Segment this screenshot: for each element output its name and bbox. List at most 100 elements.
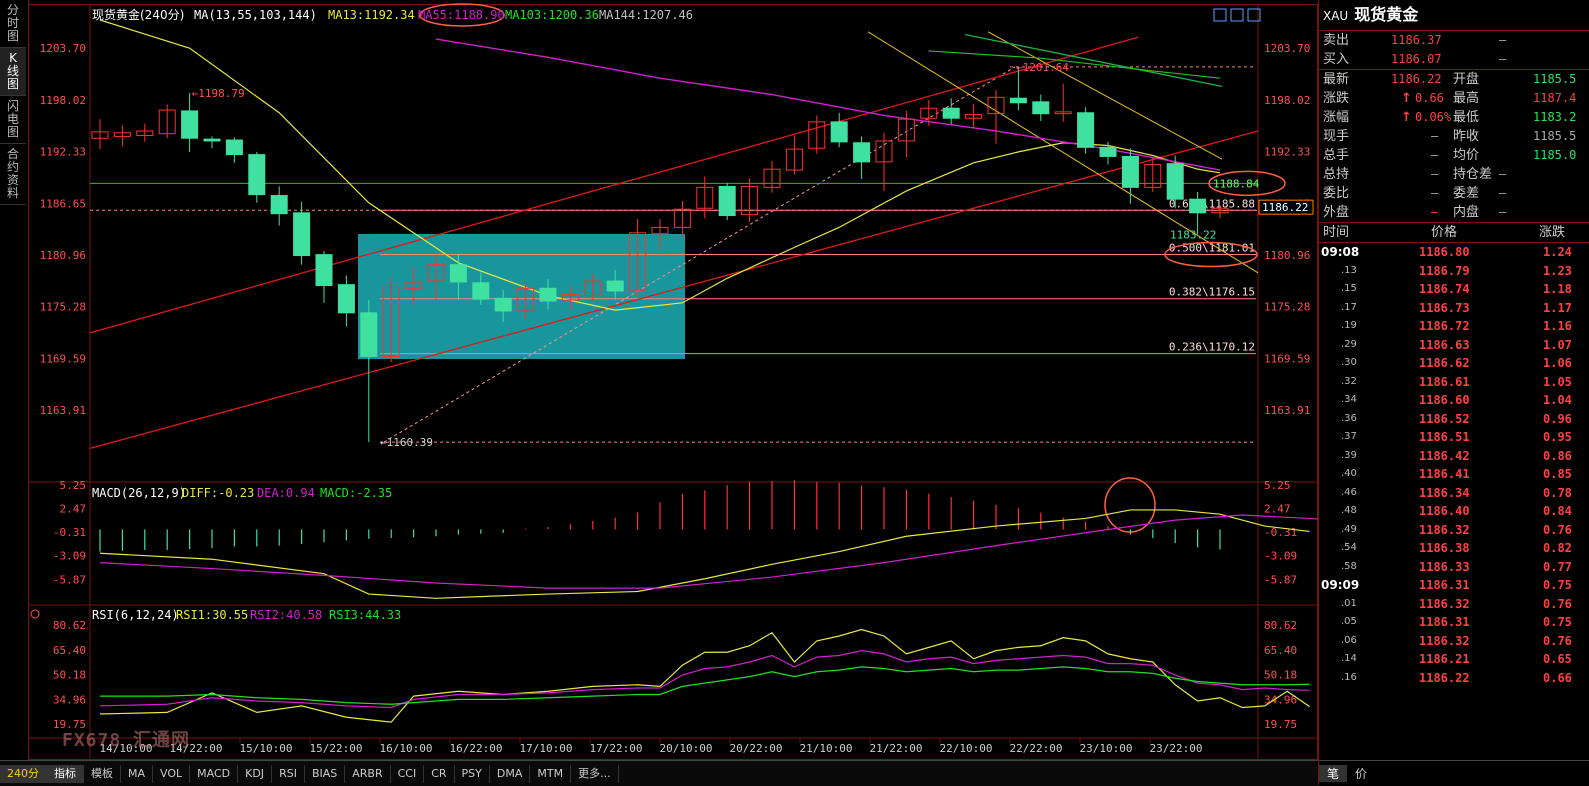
window-button-a[interactable] bbox=[1213, 8, 1227, 22]
tick-change: 0.76 bbox=[1543, 596, 1572, 611]
candle-down[interactable] bbox=[1009, 97, 1027, 104]
candle-up[interactable] bbox=[920, 107, 938, 119]
period-label[interactable]: 240分 bbox=[0, 764, 47, 783]
quote-foot-tab[interactable]: 价 bbox=[1355, 767, 1368, 781]
candle-down[interactable] bbox=[1032, 101, 1050, 115]
ma144-readout: MA144:1207.46 bbox=[599, 8, 693, 22]
macd-tick-left: -3.09 bbox=[53, 550, 86, 563]
indicator-tab-bias[interactable]: BIAS bbox=[305, 764, 346, 783]
candle-up[interactable] bbox=[785, 148, 803, 171]
candle-down[interactable] bbox=[718, 185, 736, 217]
indicator-tab-[interactable]: 指标 bbox=[47, 764, 84, 783]
candle-down[interactable] bbox=[830, 121, 848, 143]
channel-lower-line bbox=[89, 130, 1259, 449]
tick-row: .46 1186.34 0.78 bbox=[1319, 484, 1589, 503]
indicator-tab-dma[interactable]: DMA bbox=[490, 764, 531, 783]
indicator-tab-ma[interactable]: MA bbox=[121, 764, 154, 783]
date-label: 14/22:00 bbox=[170, 742, 223, 755]
candle-up[interactable] bbox=[987, 96, 1005, 115]
candle-down[interactable] bbox=[203, 138, 221, 142]
fib-label: 0.500\1181.01 bbox=[1169, 242, 1255, 255]
candle-down[interactable] bbox=[337, 284, 355, 314]
candle-up[interactable] bbox=[405, 281, 423, 289]
candle-up[interactable] bbox=[1211, 207, 1229, 214]
candle-up[interactable] bbox=[427, 264, 445, 282]
indicator-tab-vol[interactable]: VOL bbox=[153, 764, 191, 783]
candle-up[interactable] bbox=[91, 131, 109, 139]
indicator-tab-[interactable]: 更多... bbox=[571, 764, 619, 783]
indicator-tab-macd[interactable]: MACD bbox=[190, 764, 239, 783]
candle-up[interactable] bbox=[808, 121, 826, 149]
candle-down[interactable] bbox=[360, 312, 378, 358]
tick-change: 0.75 bbox=[1543, 578, 1572, 592]
candle-down[interactable] bbox=[853, 142, 871, 163]
side-tab-0[interactable]: 分 时 图 bbox=[0, 0, 26, 48]
quote-foot-tab[interactable]: 笔 bbox=[1319, 765, 1348, 782]
price-tick-left: 1203.70 bbox=[40, 42, 86, 55]
candle-down[interactable] bbox=[1189, 198, 1207, 214]
date-label: 20/10:00 bbox=[660, 742, 713, 755]
tick-row: .06 1186.32 0.76 bbox=[1319, 632, 1589, 651]
candle-up[interactable] bbox=[158, 109, 176, 135]
candle-up[interactable] bbox=[965, 114, 983, 119]
candle-down[interactable] bbox=[494, 297, 512, 312]
indicator-tab-psy[interactable]: PSY bbox=[455, 764, 490, 783]
indicator-tab-cr[interactable]: CR bbox=[424, 764, 455, 783]
candle-up[interactable] bbox=[561, 294, 579, 301]
candle-up[interactable] bbox=[875, 140, 893, 163]
candle-down[interactable] bbox=[225, 139, 243, 156]
candle-up[interactable] bbox=[113, 132, 131, 137]
rsi-tick-left: 65.40 bbox=[53, 644, 86, 657]
window-button-c[interactable] bbox=[1247, 8, 1261, 22]
candle-down[interactable] bbox=[1166, 163, 1184, 200]
window-button-b[interactable] bbox=[1230, 8, 1244, 22]
candle-up[interactable] bbox=[741, 185, 759, 216]
tick-time: .46 bbox=[1341, 486, 1357, 498]
candle-down[interactable] bbox=[539, 287, 557, 302]
tick-list[interactable]: 09:08 1186.80 1.24 .13 1186.79 1.23 .15 1186.74… bbox=[1319, 242, 1589, 687]
tick-row: .13 1186.79 1.23 bbox=[1319, 262, 1589, 281]
candle-up[interactable] bbox=[629, 232, 647, 291]
candle-down[interactable] bbox=[1099, 146, 1117, 157]
indicator-tab-cci[interactable]: CCI bbox=[391, 764, 425, 783]
tick-time: .34 bbox=[1341, 394, 1357, 405]
candle-down[interactable] bbox=[1121, 155, 1139, 188]
indicator-tab-rsi[interactable]: RSI bbox=[272, 764, 305, 783]
candle-up[interactable] bbox=[651, 226, 669, 235]
candle-up[interactable] bbox=[382, 286, 400, 358]
candle-down[interactable] bbox=[606, 280, 624, 292]
candle-down[interactable] bbox=[449, 264, 467, 283]
indicator-tab-arbr[interactable]: ARBR bbox=[345, 764, 391, 783]
candle-up[interactable] bbox=[763, 168, 781, 188]
candle-up[interactable] bbox=[673, 208, 691, 228]
candle-up[interactable] bbox=[897, 118, 915, 142]
candle-down[interactable] bbox=[181, 110, 199, 139]
indicator-tab-kdj[interactable]: KDJ bbox=[238, 764, 273, 783]
side-tab-2[interactable]: 闪 电 图 bbox=[0, 96, 26, 144]
candle-down[interactable] bbox=[472, 282, 490, 300]
candle-up[interactable] bbox=[696, 186, 714, 209]
macd-dea-line bbox=[99, 514, 1318, 589]
tick-row: .40 1186.41 0.85 bbox=[1319, 465, 1589, 484]
rsi-tick-left: 80.62 bbox=[53, 619, 86, 632]
tick-time: .36 bbox=[1341, 412, 1357, 424]
candle-down[interactable] bbox=[293, 212, 311, 257]
side-tab-1[interactable]: K 线 图 bbox=[0, 48, 26, 96]
candle-down[interactable] bbox=[1077, 112, 1095, 148]
candle-up[interactable] bbox=[584, 280, 602, 297]
side-tab-3[interactable]: 合 约 资 料 bbox=[0, 144, 26, 205]
rsi-settings-icon[interactable] bbox=[30, 609, 40, 619]
candle-down[interactable] bbox=[315, 254, 333, 287]
kline-chart[interactable]: 1203.70 1203.70 1198.02 1198.02 1192.33 1192.… bbox=[0, 0, 1318, 760]
candle-down[interactable] bbox=[942, 107, 960, 119]
date-label: 22/22:00 bbox=[1010, 742, 1063, 755]
indicator-tab-[interactable]: 模板 bbox=[84, 764, 121, 783]
indicator-tab-mtm[interactable]: MTM bbox=[530, 764, 572, 783]
candle-up[interactable] bbox=[517, 287, 535, 312]
candle-up[interactable] bbox=[1144, 164, 1162, 188]
candle-down[interactable] bbox=[270, 195, 288, 215]
candle-up[interactable] bbox=[136, 130, 154, 136]
candle-down[interactable] bbox=[248, 154, 266, 196]
candle-up[interactable] bbox=[1054, 111, 1072, 115]
tick-change: 0.65 bbox=[1543, 652, 1572, 666]
